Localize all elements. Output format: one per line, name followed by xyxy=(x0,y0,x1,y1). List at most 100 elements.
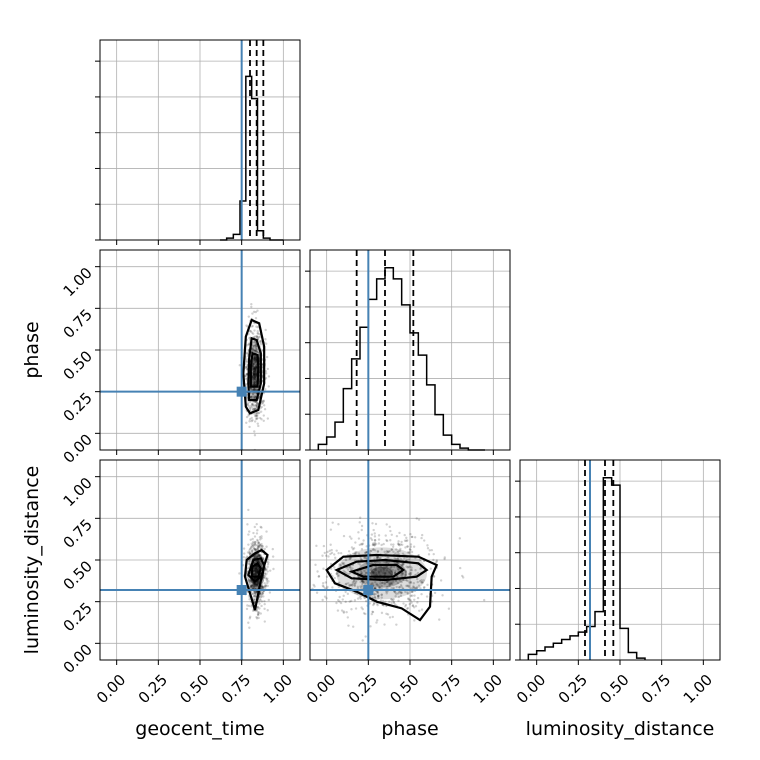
scatter-point xyxy=(254,591,257,594)
scatter-point xyxy=(251,388,254,391)
scatter-point xyxy=(417,518,421,521)
scatter-point xyxy=(251,382,255,386)
scatter-point xyxy=(388,549,391,553)
scatter-point xyxy=(389,580,393,584)
scatter-point xyxy=(253,598,256,602)
scatter-point xyxy=(253,355,257,358)
scatter-point xyxy=(254,350,257,353)
scatter-point xyxy=(253,329,256,332)
scatter-point xyxy=(253,357,256,360)
scatter-point xyxy=(371,610,374,613)
scatter-point xyxy=(253,593,257,596)
scatter-point xyxy=(259,612,263,615)
scatter-point xyxy=(369,537,373,540)
scatter-point xyxy=(252,396,255,399)
scatter-point xyxy=(405,565,408,568)
scatter-point xyxy=(258,543,262,546)
scatter-point xyxy=(423,539,426,542)
scatter-point xyxy=(253,591,257,595)
scatter-point xyxy=(254,355,257,359)
scatter-point xyxy=(372,602,376,605)
scatter-point xyxy=(351,567,354,570)
scatter-point xyxy=(255,414,258,418)
scatter-point xyxy=(392,586,395,589)
y-tick-label: 0.75 xyxy=(60,516,96,552)
scatter-point xyxy=(272,567,275,571)
scatter-point xyxy=(253,577,257,580)
scatter-point xyxy=(260,526,263,529)
scatter-point xyxy=(384,561,388,564)
x-tick-label: 0.50 xyxy=(176,671,212,707)
scatter-point xyxy=(248,582,252,585)
scatter-point xyxy=(253,372,257,375)
scatter-point xyxy=(408,598,411,602)
scatter-point xyxy=(256,543,259,547)
scatter-point xyxy=(256,610,260,614)
scatter-point xyxy=(255,404,258,408)
scatter-point xyxy=(386,539,389,543)
scatter-point xyxy=(411,594,414,597)
scatter-point xyxy=(400,585,403,588)
scatter-point xyxy=(252,380,256,383)
scatter-point xyxy=(250,416,253,420)
scatter-point xyxy=(265,545,268,548)
scatter-point xyxy=(392,598,395,601)
histogram-phase xyxy=(317,266,485,451)
scatter-point xyxy=(255,532,259,535)
density-fill xyxy=(253,366,257,381)
scatter-point xyxy=(373,587,377,590)
scatter-point xyxy=(254,363,258,367)
scatter-point xyxy=(382,567,385,571)
scatter-point xyxy=(333,553,336,556)
scatter-point xyxy=(339,601,343,605)
scatter-point xyxy=(401,563,404,566)
scatter-point xyxy=(329,528,333,531)
scatter-point xyxy=(346,592,350,596)
scatter-point xyxy=(254,388,257,391)
scatter-point xyxy=(262,414,265,417)
scatter-point xyxy=(360,548,364,551)
scatter-point xyxy=(251,585,254,589)
scatter-point xyxy=(409,573,412,576)
scatter-point xyxy=(251,587,254,590)
scatter-point xyxy=(261,545,264,548)
scatter-point xyxy=(248,549,251,552)
scatter-point xyxy=(255,567,258,570)
scatter-point xyxy=(397,595,401,599)
scatter-point xyxy=(342,610,345,613)
scatter-point xyxy=(247,578,251,581)
scatter-point xyxy=(247,579,251,582)
scatter-point xyxy=(251,402,254,405)
scatter-point xyxy=(249,585,253,588)
scatter-point xyxy=(257,612,260,615)
scatter-point xyxy=(375,557,379,560)
scatter-point xyxy=(247,508,250,512)
scatter-point xyxy=(254,583,257,586)
scatter-point xyxy=(352,625,355,628)
scatter-point xyxy=(254,401,258,404)
scatter-point xyxy=(249,330,252,333)
scatter-point xyxy=(255,335,258,338)
scatter-point xyxy=(387,556,390,560)
scatter-point xyxy=(251,583,254,587)
scatter-point xyxy=(253,430,256,433)
scatter-point xyxy=(397,543,400,546)
scatter-point xyxy=(402,602,405,605)
scatter-point xyxy=(374,542,378,546)
scatter-point xyxy=(249,388,253,391)
scatter-point xyxy=(256,560,259,563)
scatter-point xyxy=(374,561,377,564)
scatter-point xyxy=(265,355,269,359)
scatter-point xyxy=(254,357,258,360)
scatter-point xyxy=(254,582,258,585)
scatter-point xyxy=(398,586,401,589)
contour-level-3 xyxy=(249,351,260,388)
scatter-point xyxy=(337,585,341,589)
scatter-point xyxy=(360,606,363,609)
scatter-point xyxy=(250,542,253,545)
scatter-point xyxy=(255,369,258,372)
scatter-point xyxy=(435,560,438,563)
scatter-point xyxy=(252,369,255,372)
scatter-point xyxy=(255,584,259,587)
scatter-point xyxy=(399,543,402,546)
